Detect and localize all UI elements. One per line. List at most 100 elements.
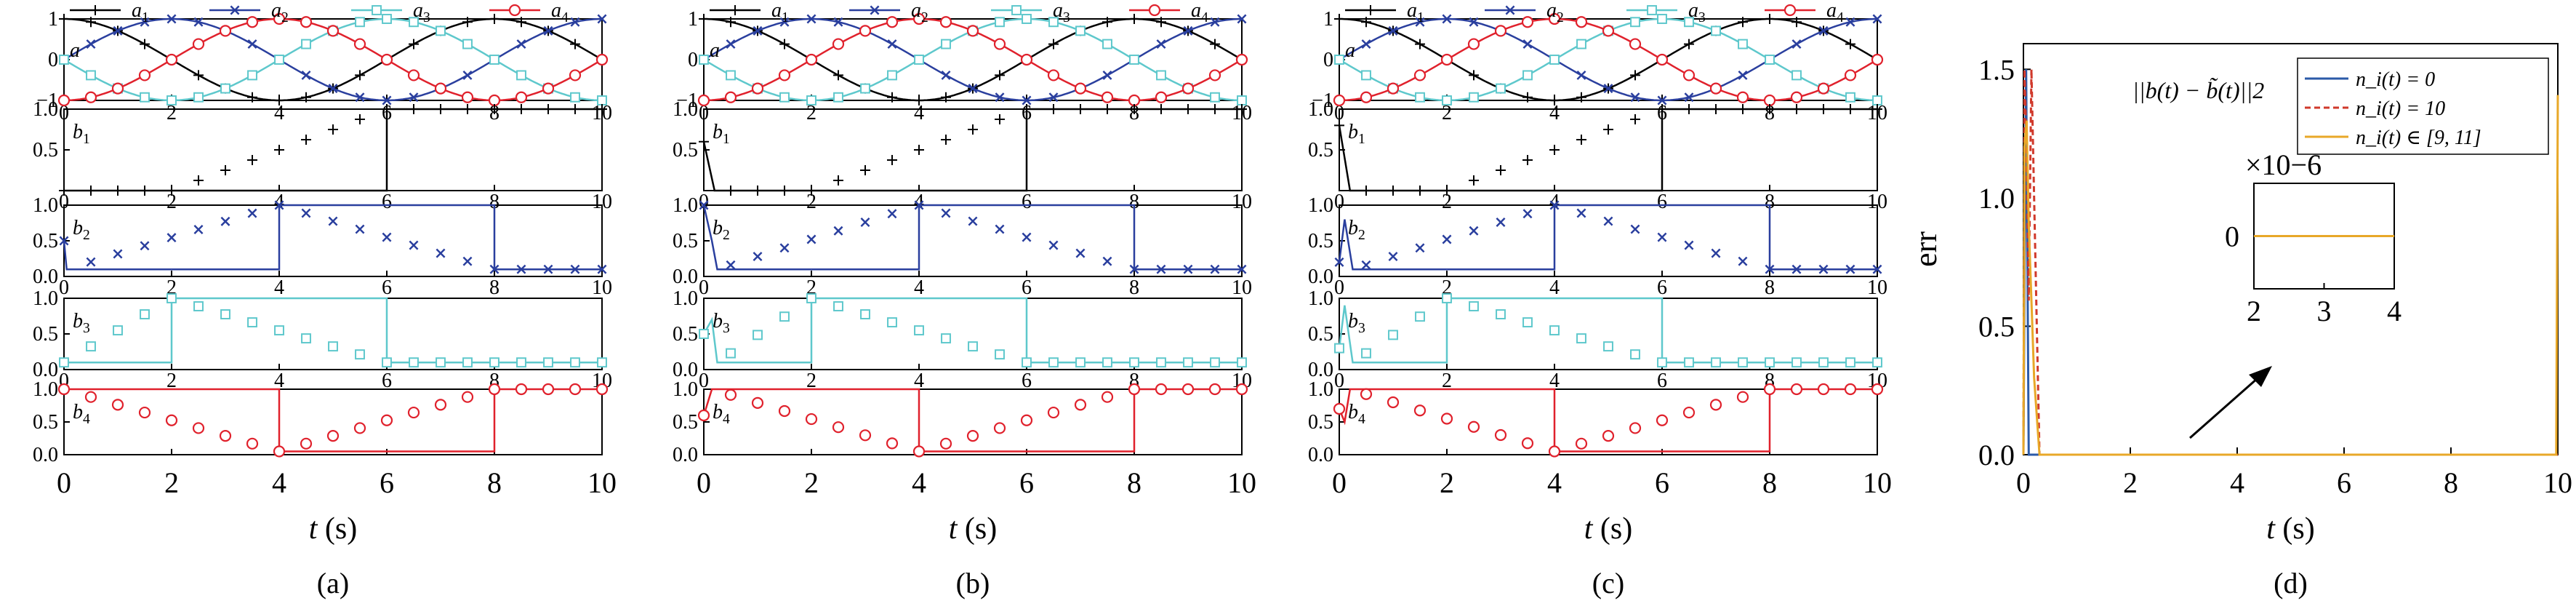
series-marker-b4: [1548, 445, 1561, 458]
series-marker-a4: [1235, 53, 1248, 66]
x-tick-label: 4: [1549, 370, 1560, 392]
series-marker-a4: [1128, 94, 1141, 107]
series-marker-a3: [489, 55, 499, 65]
series-marker-a3: [1711, 25, 1721, 36]
legend-label-0: n_i(t) = 0: [2356, 68, 2435, 91]
series-marker-a3: [301, 39, 311, 49]
series-marker-b1: [86, 186, 96, 196]
series-marker-b4: [751, 396, 764, 409]
x-tick-label: 2: [1442, 102, 1452, 124]
series-marker-a2: [543, 25, 553, 36]
norm-annotation: ||b(t) − b̃(t)||2: [2132, 77, 2264, 103]
series-marker-b4: [1047, 406, 1060, 419]
series-marker-a2: [1361, 39, 1371, 49]
series-marker-a3: [833, 92, 843, 103]
x-tick-label: 8: [1129, 276, 1139, 299]
y-tick-label: 1.0: [1308, 98, 1333, 121]
legend-label-a3: a3: [1053, 0, 1070, 25]
subplot-label: b2: [73, 217, 90, 243]
x-tick-label: 6: [382, 370, 392, 392]
series-marker-b2: [1549, 200, 1560, 210]
series-marker-a1: [941, 92, 951, 103]
series-marker-b1: [1818, 104, 1829, 114]
series-marker-b2: [1845, 264, 1855, 274]
series-marker-a2: [1048, 92, 1059, 103]
x-tick-label: 0: [1334, 191, 1344, 213]
y-tick-label: 0.5: [33, 230, 58, 252]
series-marker-b3: [220, 309, 230, 320]
series-marker-a3: [1630, 17, 1640, 28]
y-tick-label: 0.0: [673, 444, 698, 466]
series-marker-b4: [1629, 422, 1642, 434]
series-marker-a1: [699, 14, 709, 24]
series-marker-b1: [462, 104, 473, 114]
series-marker-a1: [1549, 95, 1560, 105]
series-marker-b4: [1235, 383, 1248, 396]
y-tick-label: 1.0: [673, 98, 698, 121]
x-tick-label: 8: [1765, 191, 1775, 213]
series-marker-a2: [382, 95, 392, 105]
series-marker-b3: [699, 329, 709, 339]
y-tick-label: −1: [36, 89, 58, 112]
series-marker-a3: [914, 55, 924, 65]
series-marker-a4: [407, 69, 420, 81]
series-marker-a4: [1817, 82, 1830, 95]
legend-marker-a1: [90, 5, 100, 15]
series-marker-a3: [941, 39, 951, 49]
x-tick-label-bottom: 0: [1332, 466, 1347, 499]
series-marker-a4: [751, 82, 764, 95]
x-tick-label-bottom: 8: [1762, 466, 1777, 499]
series-marker-b3: [328, 341, 338, 352]
series-marker-a2: [1102, 70, 1112, 80]
series-marker-a1: [1129, 14, 1139, 24]
series-marker-a2: [597, 14, 607, 24]
series-marker-b4: [219, 430, 232, 442]
y-tick-label: 0.5: [673, 230, 698, 252]
series-line-2: [2022, 95, 2559, 456]
series-marker-b4: [805, 412, 818, 426]
series-marker-a3: [1334, 55, 1344, 65]
series-marker-b1: [1872, 104, 1882, 114]
series-marker-a4: [353, 38, 366, 50]
x-tick-label: 8: [1129, 191, 1139, 213]
series-marker-a3: [597, 95, 607, 105]
series-marker-b4: [57, 383, 71, 396]
series-marker-b1: [193, 175, 204, 186]
plot-frame: [63, 388, 603, 455]
series-marker-b4: [939, 437, 952, 450]
legend-box: [2297, 57, 2549, 155]
x-tick-label: 0: [2016, 466, 2031, 499]
y-tick-label: 0.5: [673, 139, 698, 162]
x-tick-label: 6: [1657, 191, 1667, 213]
series-marker-b1: [995, 114, 1005, 124]
legend-label-a2: a2: [271, 0, 289, 25]
x-tick-label-bottom: 6: [1655, 466, 1669, 499]
subplot-label: b2: [713, 217, 730, 243]
x-tick-label: 10: [592, 276, 612, 299]
series-marker-a4: [1548, 12, 1561, 25]
series-marker-b2: [220, 216, 230, 226]
series-marker-b1: [1442, 186, 1452, 196]
series-marker-b3: [1576, 333, 1586, 344]
series-marker-a2: [1469, 17, 1479, 27]
series-marker-b4: [966, 430, 979, 442]
series-marker-b2: [753, 252, 763, 262]
inset-x-tick-label: 3: [2317, 295, 2332, 327]
series-marker-a2: [968, 84, 978, 94]
series-marker-a4: [138, 69, 151, 81]
x-axis-label: t (s): [2266, 512, 2315, 546]
series-marker-a3: [860, 83, 870, 94]
x-tick-label-bottom: 10: [587, 466, 617, 499]
plot-frame: [703, 108, 1243, 191]
series-marker-a1: [59, 14, 69, 24]
y-tick-label: 1.0: [33, 378, 58, 401]
series-marker-b1: [489, 104, 499, 114]
series-marker-a3: [887, 70, 897, 81]
x-tick-label: 0: [699, 276, 709, 299]
series-marker-b2: [779, 243, 790, 253]
series-marker-a2: [462, 70, 473, 80]
y-tick-label: 1.0: [1308, 194, 1333, 217]
series-marker-b3: [1415, 311, 1425, 322]
